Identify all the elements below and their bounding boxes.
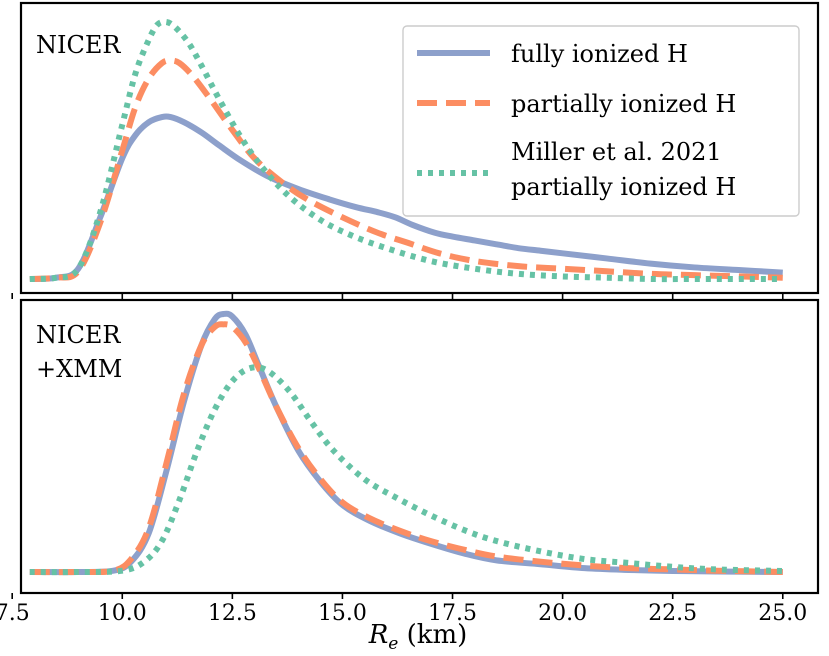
curves-nicer-xmm bbox=[29, 310, 783, 576]
panel-label-nicer: NICER bbox=[36, 31, 121, 59]
legend: fully ionized H partially ionized H Mill… bbox=[402, 25, 800, 217]
series-line-fully-ionized-h bbox=[29, 113, 783, 282]
x-axis-label-subscript: e bbox=[388, 634, 398, 654]
x-tick-label: 12.5 bbox=[208, 601, 257, 626]
x-ticks-nicer-xmm: 7.5 10.0 12.5 15.0 17.5 20.0 22.5 25.0 bbox=[0, 593, 807, 626]
legend-label-partially-ionized: partially ionized H bbox=[511, 90, 736, 118]
x-ticks-nicer bbox=[11, 293, 784, 299]
x-tick-label: 7.5 bbox=[0, 601, 30, 626]
x-tick-label: 15.0 bbox=[318, 601, 367, 626]
legend-box bbox=[402, 25, 800, 217]
legend-label-miller-line1: Miller et al. 2021 bbox=[511, 138, 722, 166]
panel-nicer: NICER fully ionized H partially ionized … bbox=[11, 1, 820, 299]
x-axis-label-unit: (km) bbox=[398, 620, 467, 650]
x-axis-label: Re (km) bbox=[368, 620, 468, 654]
legend-label-miller-line2: partially ionized H bbox=[511, 173, 736, 201]
series-line-partially-ionized-h bbox=[29, 321, 783, 576]
x-tick-label: 25.0 bbox=[758, 601, 807, 626]
legend-label-fully-ionized: fully ionized H bbox=[511, 40, 688, 68]
x-tick-label: 10.0 bbox=[98, 601, 147, 626]
curves-nicer bbox=[29, 18, 783, 283]
x-axis-label-symbol: R bbox=[368, 620, 389, 650]
series-line-partially-ionized-h bbox=[29, 57, 783, 282]
series-line-miller-et-al-2021-partially-ionized-h bbox=[29, 18, 783, 283]
panel-label-nicer-xmm-line2: +XMM bbox=[36, 355, 122, 383]
series-line-miller-et-al-2021-partially-ionized-h bbox=[29, 364, 783, 576]
panel-label-nicer-xmm-line1: NICER bbox=[36, 321, 121, 349]
panel-frame-nicer-xmm bbox=[19, 298, 820, 595]
x-tick-label: 20.0 bbox=[538, 601, 587, 626]
x-tick-label: 17.5 bbox=[428, 601, 477, 626]
panel-frame-nicer bbox=[19, 1, 820, 295]
x-tick-label: 22.5 bbox=[648, 601, 697, 626]
panel-nicer-xmm: 7.5 10.0 12.5 15.0 17.5 20.0 22.5 25.0 NICER +X… bbox=[0, 298, 820, 626]
